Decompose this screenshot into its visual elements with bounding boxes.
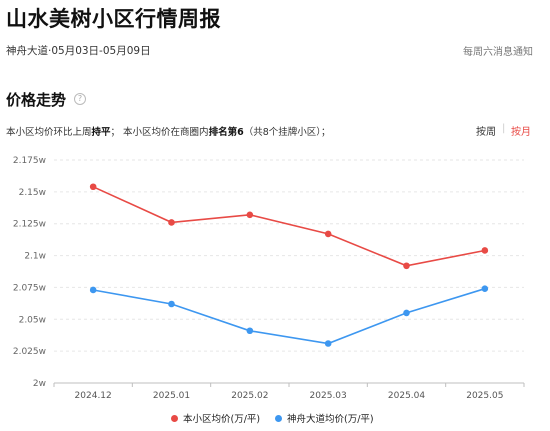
- data-point-a: [168, 219, 175, 226]
- grid-layer: [54, 159, 524, 384]
- data-point-a: [481, 247, 489, 254]
- y-tick-label: 2.125w: [13, 220, 46, 230]
- location-date-range: 神舟大道·05月03日-05月09日: [6, 45, 151, 57]
- y-tick-label: 2.05w: [19, 315, 46, 325]
- legend-label-a: 本小区均价(万/平): [183, 414, 261, 425]
- summary-rank: 排名第6: [208, 127, 244, 138]
- x-tick-label: 2024.12: [75, 391, 112, 401]
- y-tick-label: 2.15w: [19, 188, 46, 198]
- series-layer: [89, 183, 489, 347]
- page-title: 山水美树小区行情周报: [6, 7, 221, 31]
- data-point-b: [168, 300, 175, 308]
- price-trend-chart: 2w 2.025w 2.05w 2.075w 2.1w 2.125w 2.15w 2.175w…: [13, 156, 525, 401]
- y-tick-label: 2.075w: [13, 283, 46, 293]
- x-tick-label: 2025.03: [310, 391, 347, 401]
- data-point-a: [246, 211, 254, 219]
- data-point-b: [246, 327, 254, 335]
- y-tick-label: 2w: [33, 379, 46, 389]
- section-title: 价格走势: [6, 91, 67, 109]
- series-line-a: [92, 186, 485, 267]
- series-line-b: [93, 287, 486, 345]
- summary-trend: 持平: [91, 127, 111, 138]
- data-point-b: [403, 309, 410, 317]
- y-tick-label: 2.175w: [13, 156, 46, 166]
- price-summary: 本小区均价环比上周持平； 本小区均价在商圈内排名第6（共8个挂牌小区）；: [6, 124, 330, 138]
- y-tick-label: 2.1w: [24, 252, 46, 262]
- legend-marker-b: [275, 414, 282, 422]
- summary-suffix: （共8个挂牌小区）；: [243, 127, 331, 138]
- data-point-b: [324, 340, 332, 347]
- summary-mid: ； 本小区均价在商圈内: [110, 127, 209, 138]
- data-point-a: [89, 183, 97, 191]
- data-point-a: [403, 262, 410, 270]
- data-point-a: [324, 230, 332, 238]
- legend-item-series-a[interactable]: 本小区均价(万/平): [171, 411, 260, 425]
- toggle-separator: |: [502, 123, 506, 134]
- legend-label-b: 神舟大道均价(万/平): [287, 414, 374, 425]
- toggle-by-month[interactable]: 按月: [511, 127, 531, 138]
- notification-note: 每周六消息通知: [463, 47, 533, 58]
- data-point-b: [481, 285, 489, 293]
- legend-item-series-b[interactable]: 神舟大道均价(万/平): [275, 411, 374, 425]
- x-tick-label: 2025.02: [231, 391, 268, 401]
- x-tick-label: 2025.01: [153, 391, 190, 401]
- toggle-by-week[interactable]: 按周: [476, 127, 496, 138]
- y-tick-label: 2.025w: [13, 347, 46, 357]
- data-point-b: [89, 286, 97, 294]
- legend-marker-a: [171, 414, 178, 422]
- x-tick-label: 2025.05: [466, 391, 503, 401]
- x-tick-label: 2025.04: [388, 391, 425, 401]
- help-icon[interactable]: ?: [74, 93, 86, 105]
- axis-layer: 2w 2.025w 2.05w 2.075w 2.1w 2.125w 2.15w 2.175w…: [13, 156, 525, 401]
- summary-prefix: 本小区均价环比上周: [6, 127, 92, 138]
